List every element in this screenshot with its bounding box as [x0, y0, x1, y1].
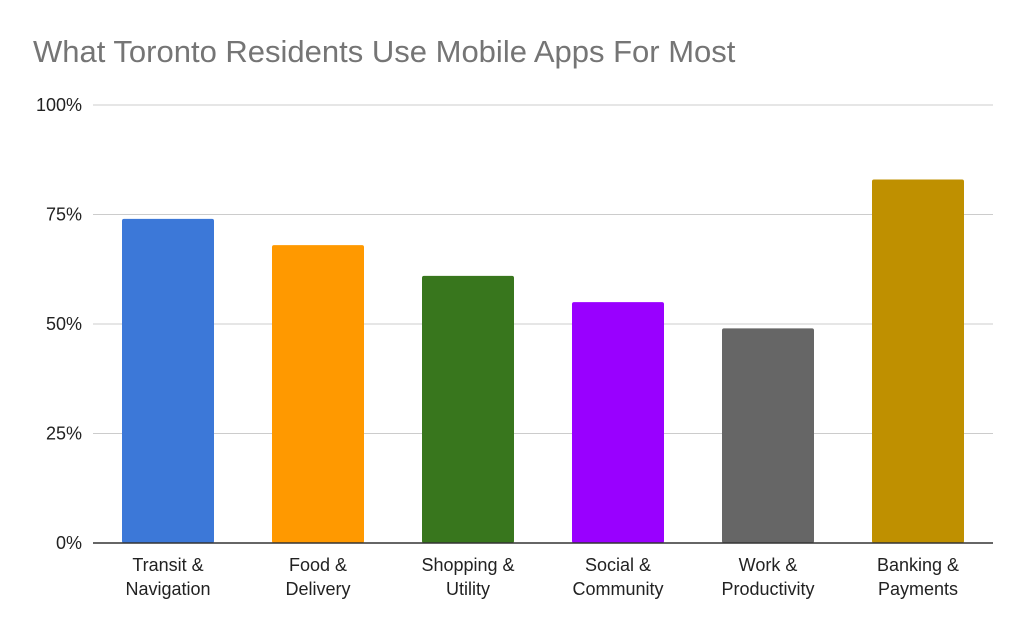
y-tick-label: 75%	[46, 205, 82, 225]
y-tick-label: 0%	[56, 533, 82, 553]
y-tick-label: 50%	[46, 314, 82, 334]
x-category-label: Navigation	[125, 579, 210, 599]
bar	[272, 245, 364, 543]
bar	[572, 302, 664, 543]
x-category-label: Work &	[739, 555, 798, 575]
x-category-label: Community	[572, 579, 663, 599]
bar	[422, 275, 514, 543]
y-axis-tick-labels: 0% 25% 50% 75% 100%	[36, 95, 82, 553]
y-tick-label: 25%	[46, 424, 82, 444]
chart-title: What Toronto Residents Use Mobile Apps F…	[33, 34, 736, 69]
x-category-label: Transit &	[132, 555, 203, 575]
x-category-label: Shopping &	[421, 555, 514, 575]
x-axis-category-labels: Transit & Navigation Food & Delivery Shoppin…	[125, 555, 959, 599]
y-tick-label: 100%	[36, 95, 82, 115]
bars	[122, 179, 964, 543]
x-category-label: Utility	[446, 579, 490, 599]
bar	[122, 218, 214, 543]
x-category-label: Productivity	[721, 579, 814, 599]
x-category-label: Delivery	[285, 579, 350, 599]
bar	[872, 179, 964, 543]
gridlines	[93, 104, 993, 434]
x-category-label: Banking &	[877, 555, 959, 575]
x-category-label: Payments	[878, 579, 958, 599]
bar	[722, 328, 814, 543]
x-category-label: Social &	[585, 555, 651, 575]
x-category-label: Food &	[289, 555, 347, 575]
